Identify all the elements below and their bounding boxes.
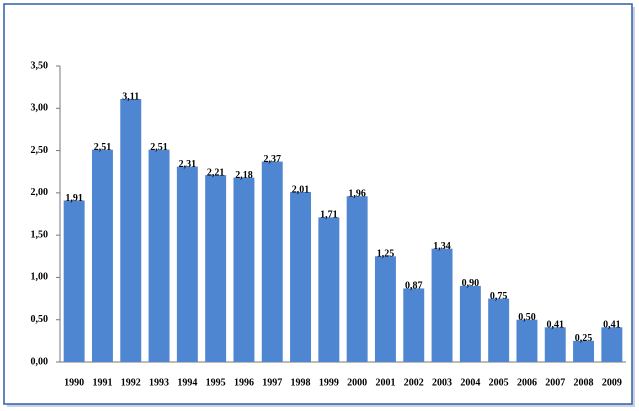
bar: [459, 285, 481, 362]
data-label: 2,21: [207, 167, 225, 178]
y-tick-label: 2,50: [31, 145, 49, 156]
bar: [544, 327, 566, 362]
bar: [148, 149, 170, 362]
data-label: 1,34: [433, 241, 451, 252]
x-tick-label: 2001: [375, 377, 395, 388]
x-tick-label: 1993: [149, 377, 169, 388]
data-label: 2,31: [179, 159, 197, 170]
bar: [488, 298, 510, 362]
x-tick-label: 2000: [347, 377, 367, 388]
data-label: 1,96: [348, 189, 366, 200]
x-tick-label: 2007: [545, 377, 565, 388]
bar: [403, 288, 425, 362]
y-tick-label: 0,50: [31, 314, 49, 325]
bar: [261, 161, 283, 362]
bar: [601, 327, 623, 362]
x-tick-label: 1997: [262, 377, 282, 388]
bar: [233, 177, 255, 362]
y-tick-label: 1,00: [31, 272, 49, 283]
x-tick-label: 2005: [489, 377, 509, 388]
bar: [63, 200, 85, 362]
bar: [205, 175, 227, 362]
x-tick-label: 2009: [602, 377, 622, 388]
bar: [318, 217, 340, 362]
x-tick-label: 1994: [177, 377, 197, 388]
y-tick-label: 3,00: [31, 103, 49, 114]
y-tick-label: 0,00: [31, 356, 49, 367]
data-label: 0,75: [490, 291, 508, 302]
bar: [573, 340, 595, 362]
x-tick-label: 2003: [432, 377, 452, 388]
bar: [176, 166, 198, 362]
y-tick-label: 1,50: [31, 229, 49, 240]
data-label: 0,41: [603, 320, 621, 331]
x-tick-label: 1990: [64, 377, 84, 388]
data-label: 0,90: [462, 278, 480, 289]
data-label: 3,11: [122, 91, 139, 102]
data-label: 0,50: [518, 312, 536, 323]
data-label: 1,71: [320, 210, 338, 221]
x-tick-label: 1999: [319, 377, 339, 388]
y-tick-label: 3,50: [31, 60, 49, 71]
x-tick-label: 1991: [92, 377, 112, 388]
x-tick-label: 1995: [206, 377, 226, 388]
x-tick-label: 2002: [404, 377, 424, 388]
data-label: 1,91: [65, 193, 83, 204]
data-label: 2,18: [235, 170, 253, 181]
data-label: 0,87: [405, 281, 423, 292]
data-label: 2,37: [264, 154, 282, 165]
bar: [431, 248, 453, 362]
x-tick-label: 2004: [460, 377, 480, 388]
bar: [120, 98, 142, 363]
y-tick-label: 2,00: [31, 187, 49, 198]
x-tick-label: 1996: [234, 377, 254, 388]
x-tick-label: 1992: [121, 377, 141, 388]
data-label: 0,25: [575, 333, 593, 344]
data-label: 1,25: [377, 249, 395, 260]
bar: [91, 149, 113, 362]
data-label: 2,51: [94, 142, 112, 153]
bar: [290, 192, 312, 362]
x-tick-label: 2006: [517, 377, 537, 388]
bar: [516, 319, 538, 362]
bar: [374, 256, 396, 362]
data-label: 2,01: [292, 184, 310, 195]
bar: [346, 196, 368, 362]
data-label: 2,51: [150, 142, 168, 153]
x-tick-label: 1998: [291, 377, 311, 388]
data-label: 0,41: [547, 320, 565, 331]
x-tick-label: 2008: [574, 377, 594, 388]
